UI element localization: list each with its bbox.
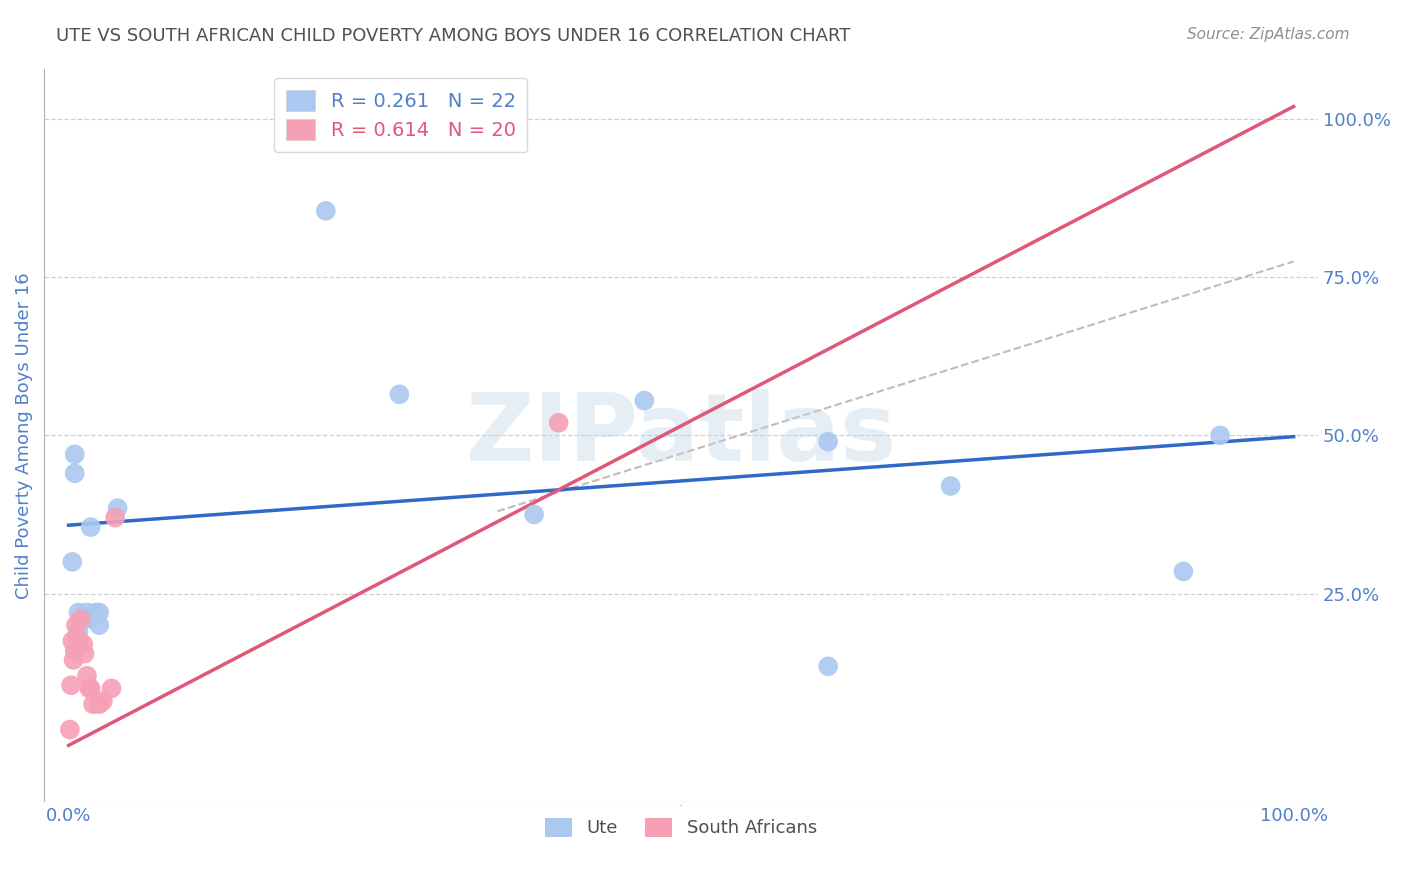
Text: Source: ZipAtlas.com: Source: ZipAtlas.com bbox=[1187, 27, 1350, 42]
Point bbox=[63, 447, 86, 461]
Point bbox=[76, 606, 98, 620]
Point bbox=[315, 203, 337, 218]
Point bbox=[67, 634, 90, 648]
Point bbox=[63, 643, 86, 657]
Point bbox=[62, 653, 84, 667]
Point bbox=[100, 681, 122, 696]
Point bbox=[60, 555, 83, 569]
Point bbox=[66, 631, 89, 645]
Point bbox=[84, 606, 107, 620]
Point bbox=[59, 723, 82, 737]
Point bbox=[91, 694, 114, 708]
Legend: Ute, South Africans: Ute, South Africans bbox=[538, 811, 824, 845]
Point bbox=[63, 467, 86, 481]
Point bbox=[72, 637, 94, 651]
Point bbox=[79, 520, 101, 534]
Point bbox=[89, 697, 111, 711]
Point bbox=[60, 678, 83, 692]
Point bbox=[817, 434, 839, 449]
Point bbox=[104, 510, 127, 524]
Point bbox=[523, 508, 546, 522]
Point bbox=[60, 634, 83, 648]
Point bbox=[1209, 428, 1232, 442]
Point bbox=[388, 387, 411, 401]
Point bbox=[817, 659, 839, 673]
Text: ZIPatlas: ZIPatlas bbox=[465, 390, 897, 482]
Point bbox=[79, 681, 101, 696]
Point bbox=[67, 606, 90, 620]
Point bbox=[107, 501, 129, 516]
Point bbox=[89, 618, 111, 632]
Point bbox=[73, 647, 96, 661]
Point bbox=[79, 612, 101, 626]
Point bbox=[70, 612, 93, 626]
Point bbox=[89, 606, 111, 620]
Point bbox=[939, 479, 962, 493]
Point bbox=[547, 416, 569, 430]
Point bbox=[65, 618, 87, 632]
Point bbox=[1173, 565, 1195, 579]
Text: UTE VS SOUTH AFRICAN CHILD POVERTY AMONG BOYS UNDER 16 CORRELATION CHART: UTE VS SOUTH AFRICAN CHILD POVERTY AMONG… bbox=[56, 27, 851, 45]
Point bbox=[82, 697, 104, 711]
Y-axis label: Child Poverty Among Boys Under 16: Child Poverty Among Boys Under 16 bbox=[15, 272, 32, 599]
Point bbox=[67, 624, 90, 639]
Point bbox=[633, 393, 655, 408]
Point bbox=[72, 612, 94, 626]
Point bbox=[79, 681, 101, 696]
Point bbox=[76, 669, 98, 683]
